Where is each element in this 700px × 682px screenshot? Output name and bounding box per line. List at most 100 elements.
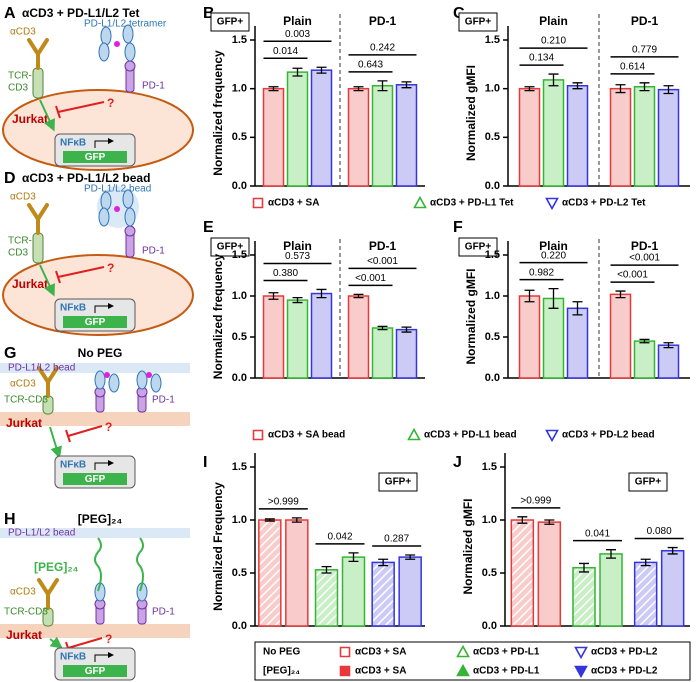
bar — [566, 307, 589, 379]
bar — [660, 549, 685, 627]
bar — [371, 327, 394, 379]
bar — [609, 293, 632, 379]
bar — [347, 87, 370, 187]
tag-box — [378, 472, 418, 492]
linker-label: [PEG]₂₄ — [34, 560, 79, 574]
pd1-label: PD-1 — [152, 395, 175, 406]
bar — [566, 84, 589, 187]
bar — [341, 556, 366, 627]
y-tick-label: 0.5 — [232, 131, 247, 143]
p-value: 0.242 — [370, 43, 395, 54]
diagram-shape — [63, 665, 127, 677]
y-tick-label: 1.5 — [232, 461, 247, 473]
diagram-shape — [124, 207, 136, 227]
nfkb-label: NFκB — [60, 460, 86, 471]
tcr-label: TCR- — [8, 71, 32, 82]
legend-marker — [456, 663, 470, 677]
diagram-shape — [108, 373, 120, 393]
y-tick-label: 0.5 — [485, 331, 500, 343]
legend-marker — [413, 195, 427, 209]
legend-label: αCD3 + PD-L1 — [473, 666, 540, 677]
ligand-label: PD-L1/L2 bead — [8, 363, 75, 374]
diagram-shape — [100, 191, 112, 211]
pd1-label: PD-1 — [142, 246, 165, 257]
panel-letter: E — [203, 219, 214, 236]
diagram-shape — [124, 225, 136, 237]
panel-letter: J — [453, 454, 462, 471]
diagram-shape — [37, 366, 59, 398]
tag-box — [628, 472, 668, 492]
bar — [310, 69, 333, 187]
p-value: 0.779 — [632, 44, 657, 55]
tcr-label: TCR- — [8, 236, 32, 247]
y-tick-label: 1.0 — [232, 514, 247, 526]
pd1-label: PD-1 — [152, 607, 175, 618]
tcr-label: TCR-CD3 — [4, 395, 48, 406]
legend-label: αCD3 + PD-L1 — [473, 647, 540, 658]
p-value: 0.003 — [285, 29, 310, 40]
p-value: >0.999 — [268, 497, 299, 508]
tag-label: GFP+ — [635, 477, 662, 488]
bar — [395, 328, 418, 379]
ligand-label: PD-L1/L2 tetramer — [84, 19, 167, 30]
legend-label: αCD3 + PD-L1 bead — [424, 430, 517, 441]
error-bar — [353, 293, 364, 299]
diagram-shape — [124, 42, 136, 62]
diagram-shape — [98, 42, 110, 62]
tag-box — [210, 12, 250, 32]
p-value: <0.001 — [367, 256, 398, 267]
p-value: 0.210 — [541, 36, 566, 47]
error-bar — [615, 290, 626, 299]
error-bar — [667, 546, 678, 555]
group-label: Plain — [539, 239, 568, 253]
diagram-shape — [2, 254, 194, 336]
tcr-label: CD3 — [8, 83, 28, 94]
error-bar — [615, 84, 626, 94]
acd3-label: αCD3 — [10, 379, 36, 390]
bar — [347, 295, 370, 379]
ligand-label: PD-L1/L2 bead — [84, 184, 151, 195]
bar — [542, 297, 565, 379]
nfkb-label: NFκB — [60, 138, 86, 149]
y-tick-label: 1.0 — [232, 290, 247, 302]
diagram-shape — [39, 264, 55, 297]
error-bar — [640, 558, 651, 567]
panel-letter: D — [4, 170, 16, 187]
diagram-shape — [0, 624, 190, 638]
p-value: 0.220 — [541, 250, 566, 261]
legend-label: αCD3 + SA — [355, 666, 406, 677]
bar — [398, 556, 422, 627]
diagram-shape — [27, 38, 49, 70]
p-value: 0.014 — [273, 46, 298, 57]
p-value: 0.643 — [358, 60, 383, 71]
y-tick-label: 0.0 — [485, 180, 500, 192]
bar-hatch — [512, 521, 533, 625]
bar — [542, 79, 565, 187]
ligand-label: PD-L1/L2 bead — [8, 528, 75, 539]
question-mark: ? — [105, 420, 112, 434]
diagram-shape — [0, 363, 190, 373]
tag-box — [458, 237, 498, 257]
error-bar — [401, 326, 412, 333]
y-axis-label: Normalized gMFI — [464, 65, 478, 161]
p-value: 0.573 — [285, 251, 310, 262]
nfkb-label: NFκB — [60, 652, 86, 663]
group-label: PD-1 — [631, 14, 659, 28]
diagram-shape — [100, 26, 112, 46]
legend-marker — [407, 427, 421, 441]
cell-label: Jurkat — [6, 416, 42, 430]
diagram-shape — [27, 203, 49, 235]
error-bar — [377, 325, 388, 331]
bar — [286, 71, 309, 187]
cell-label: Jurkat — [6, 628, 42, 642]
bar — [609, 87, 632, 187]
legend-marker — [574, 665, 588, 679]
y-tick-label: 0.0 — [232, 620, 247, 632]
bar — [262, 295, 285, 379]
y-tick-label: 1.5 — [485, 249, 500, 261]
diagram-shape — [63, 151, 127, 163]
legend-label: αCD3 + PD-L2 Tet — [562, 198, 646, 209]
p-value: <0.001 — [629, 253, 660, 264]
bar — [537, 521, 562, 627]
acd3-label: αCD3 — [10, 587, 36, 598]
